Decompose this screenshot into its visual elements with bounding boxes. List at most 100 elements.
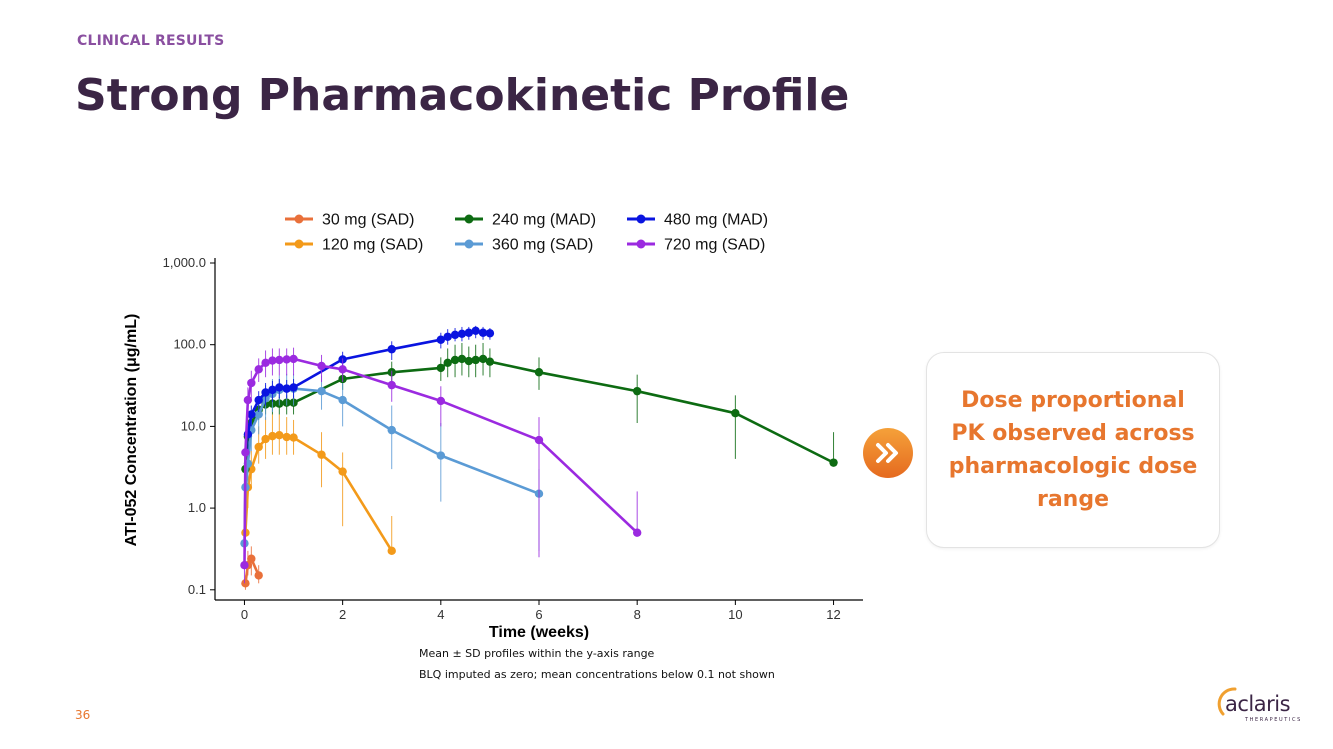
series-120-mg-sad-point <box>387 546 396 556</box>
legend-120-mg-sad-label: 120 mg (SAD) <box>322 237 423 254</box>
y-axis-title: ATI-052 Concentration (μg/mL) <box>123 313 140 547</box>
series-720-mg-sad-point <box>387 380 396 390</box>
pk-chart: 0.1 1.0 10.0 100.0 1,000.0 0 2 4 6 8 10 12 Time (wee… <box>163 212 863 640</box>
series-720-mg-sad-point <box>534 435 544 445</box>
series-720-mg-sad-point <box>243 395 253 405</box>
x-tick-label: 0 <box>241 607 248 622</box>
series-360-mg-sad-point <box>338 395 347 405</box>
series-360-mg-sad-point <box>436 451 446 460</box>
series-720-mg-sad-point <box>261 358 270 368</box>
company-logo: aclaris THERAPEUTICS <box>1215 684 1315 724</box>
series-120-mg-sad-point <box>282 432 291 442</box>
x-axis-title: Time (weeks) <box>489 624 589 640</box>
series-120-mg-sad-point <box>268 431 277 441</box>
series-720-mg-sad-point <box>240 560 249 570</box>
series-480-mg-mad-point <box>261 388 270 397</box>
series-120-mg-sad-point <box>338 467 347 476</box>
y-tick-label: 1,000.0 <box>163 255 206 270</box>
logo-subtext: THERAPEUTICS <box>1245 717 1302 723</box>
series-360-mg-sad-point <box>387 425 396 435</box>
series-720-mg-sad-point <box>247 378 256 388</box>
legend-360-mg-sad-swatch-point <box>464 239 474 249</box>
series-480-mg-mad-point <box>436 335 446 344</box>
x-tick-label: 4 <box>437 607 444 622</box>
series-480-mg-mad-point <box>478 328 488 337</box>
x-tick-label: 2 <box>339 607 346 622</box>
series-480-mg-mad-point <box>275 383 284 392</box>
legend-480-mg-mad-swatch-point <box>636 214 646 224</box>
legend-240-mg-mad-swatch-point <box>464 214 474 224</box>
series-720-mg-sad-point <box>338 365 347 374</box>
series-240-mg-mad-point <box>464 356 473 366</box>
legend-240-mg-mad-label: 240 mg (MAD) <box>492 212 596 229</box>
series-480-mg-mad-point <box>457 329 467 338</box>
series-240-mg-mad-point <box>478 354 488 364</box>
x-tick-label: 8 <box>634 607 641 622</box>
series-240-mg-mad-point <box>457 354 467 364</box>
series-240-mg-mad-point <box>485 357 495 366</box>
series-720-mg-sad-point <box>289 354 298 364</box>
series-240-mg-mad-point <box>471 355 480 365</box>
legend-30-mg-sad-label: 30 mg (SAD) <box>322 212 414 229</box>
series-480-mg-mad-point <box>254 395 263 405</box>
series-480-mg-mad-point <box>387 345 396 354</box>
legend-120-mg-sad-swatch-point <box>294 239 304 249</box>
logo-wordmark: aclaris <box>1225 692 1291 716</box>
x-tick-label: 12 <box>826 607 840 622</box>
series-480-mg-mad-point <box>247 410 256 419</box>
series-240-mg-mad-point <box>632 386 642 396</box>
series-720-mg-sad-point <box>282 355 291 364</box>
y-tick-label: 1.0 <box>188 500 206 515</box>
series-240-mg-mad-point <box>731 409 740 418</box>
legend-30-mg-sad-swatch-point <box>294 214 304 224</box>
series-720-mg-sad-point <box>241 448 250 457</box>
series-720-mg-sad-point <box>275 355 284 365</box>
section-label: CLINICAL RESULTS <box>77 33 225 49</box>
series-720-mg-sad-point <box>632 528 642 537</box>
legend-360-mg-sad-label: 360 mg (SAD) <box>492 237 593 254</box>
series-480-mg-mad-point <box>289 383 298 392</box>
footnote-mean-sd: Mean ± SD profiles within the y-axis ran… <box>419 647 655 660</box>
legend-720-mg-sad-swatch-point <box>636 239 646 249</box>
series-30-mg-sad-point <box>241 579 250 588</box>
series-480-mg-mad-point <box>450 330 460 340</box>
x-tick-label: 6 <box>535 607 542 622</box>
y-tick-label: 100.0 <box>173 337 206 352</box>
series-720-mg-sad-point <box>317 361 326 371</box>
page-title: Strong Pharmacokinetic Profile <box>75 70 850 121</box>
series-30-mg-sad-point <box>254 571 263 580</box>
series-720-mg-sad-point <box>254 365 263 374</box>
series-720-mg-sad-point <box>436 396 446 406</box>
double-chevron-right-icon <box>863 428 913 478</box>
series-240-mg-mad-point <box>829 458 838 467</box>
callout-box: Dose proportional PK observed across pha… <box>926 352 1220 548</box>
series-120-mg-sad-point <box>275 431 284 440</box>
logo-arc-icon <box>1217 687 1237 716</box>
series-240-mg-mad-point <box>436 363 446 373</box>
page-number: 36 <box>75 708 91 722</box>
series-480-mg-mad-point <box>443 332 452 341</box>
legend-720-mg-sad-label: 720 mg (SAD) <box>664 237 765 254</box>
series-480-mg-mad-point <box>464 328 473 337</box>
series-360-mg-sad-point <box>254 410 263 419</box>
series-480-mg-mad-point <box>485 329 495 338</box>
legend-480-mg-mad-label: 480 mg (MAD) <box>664 212 768 229</box>
callout-text: Dose proportional PK observed across pha… <box>948 388 1198 512</box>
series-480-mg-mad-line <box>246 329 490 435</box>
series-480-mg-mad-point <box>471 326 480 335</box>
x-tick-label: 10 <box>728 607 742 622</box>
series-480-mg-mad-point <box>268 385 277 395</box>
y-tick-label: 10.0 <box>181 418 206 433</box>
series-120-mg-sad-point <box>261 434 270 444</box>
series-480-mg-mad-point <box>282 384 291 393</box>
series-120-mg-sad-point <box>317 450 326 459</box>
series-720-mg-sad-point <box>268 356 277 365</box>
series-360-mg-sad-point <box>317 386 326 396</box>
footnote-blq: BLQ imputed as zero; mean concentrations… <box>419 668 775 681</box>
series-120-mg-sad-point <box>254 442 263 452</box>
series-240-mg-mad-point <box>534 368 544 377</box>
series-120-mg-sad-point <box>289 433 298 442</box>
series-240-mg-mad-point <box>443 358 452 368</box>
y-tick-label: 0.1 <box>188 582 206 597</box>
series-30-mg-sad-point <box>247 554 256 563</box>
